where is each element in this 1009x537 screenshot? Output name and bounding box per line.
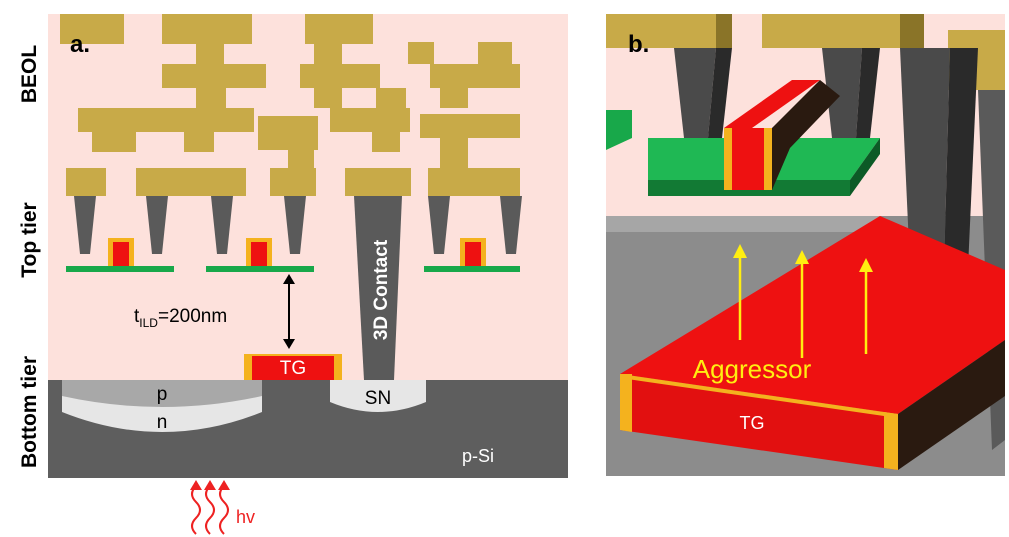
panel-a: 3D Contact tILD=200nm TG p n xyxy=(18,14,568,535)
top-tier-transistors xyxy=(66,238,520,272)
light-arrowheads xyxy=(190,480,230,490)
aggressor-arrows xyxy=(733,244,873,358)
sn-label: SN xyxy=(365,388,391,409)
panel-a-label: a. xyxy=(70,31,90,58)
vias xyxy=(74,196,522,254)
p-label: p xyxy=(157,384,168,405)
ild-thickness-label: tILD=200nm xyxy=(134,306,227,330)
bottom-gate xyxy=(252,356,334,380)
aggressor-label: Aggressor xyxy=(693,354,812,384)
panel-b: Aggressor TG b. xyxy=(606,14,1005,476)
n-label: n xyxy=(157,412,168,433)
top-tier-label: Top tier xyxy=(18,202,41,277)
storage-node xyxy=(330,380,426,412)
bottom-gate-label: TG xyxy=(280,358,306,379)
beol-tier-label: BEOL xyxy=(18,45,41,104)
aggressor-gate xyxy=(620,216,1005,470)
3d-contact xyxy=(354,196,402,380)
light-label: hv xyxy=(236,507,255,527)
bottom-tier-label: Bottom tier xyxy=(18,356,41,468)
ild-arrow xyxy=(283,274,295,349)
panel-b-label: b. xyxy=(628,31,649,58)
p-region xyxy=(62,380,262,407)
light-wave-icon xyxy=(191,485,229,535)
substrate-label: p-Si xyxy=(462,446,494,466)
contact-label: 3D Contact xyxy=(371,239,392,340)
top-transistor-b xyxy=(606,80,880,196)
beol-metal xyxy=(60,14,520,196)
panel-b-gate-label: TG xyxy=(740,413,765,433)
